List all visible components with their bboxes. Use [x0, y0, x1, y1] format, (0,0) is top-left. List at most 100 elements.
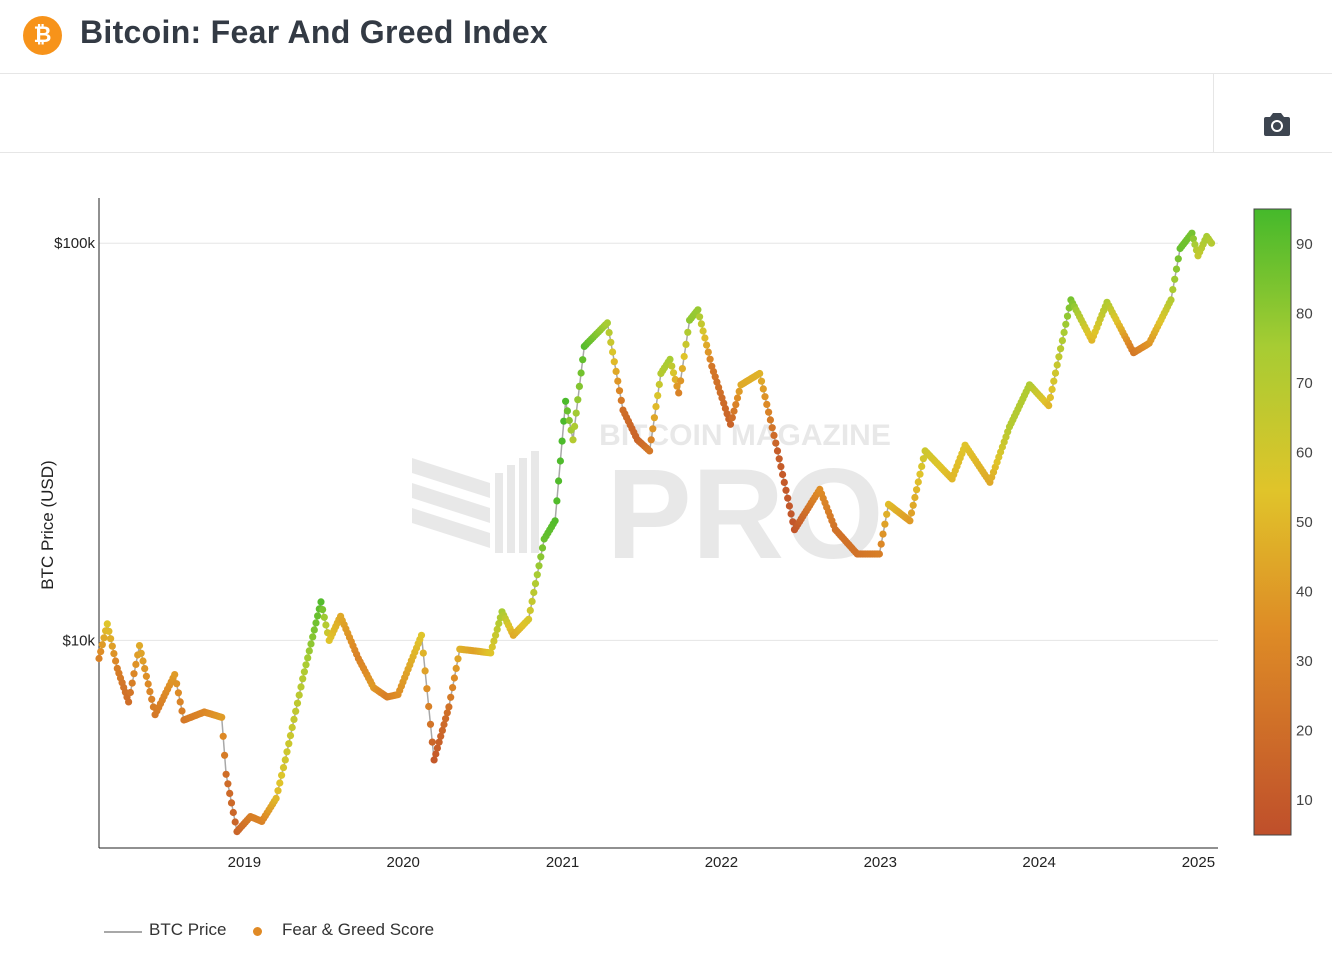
fear-greed-marker [699, 327, 707, 335]
fear-greed-marker [1046, 393, 1054, 402]
fear-greed-marker [146, 688, 154, 696]
fear-greed-marker [425, 702, 433, 711]
fear-greed-marker [1063, 312, 1072, 320]
fear-greed-marker [320, 613, 328, 621]
fear-greed-marker [300, 668, 308, 676]
fear-greed-marker [881, 520, 889, 528]
fear-greed-marker [286, 732, 295, 740]
fear-greed-marker [430, 756, 438, 764]
colorbar-tick-label: 40 [1296, 584, 1313, 601]
fear-greed-marker [488, 643, 496, 651]
fear-greed-marker [775, 455, 783, 463]
fear-greed-marker [668, 362, 676, 370]
fear-greed-marker [768, 424, 776, 432]
fear-greed-marker [433, 744, 441, 752]
camera-icon[interactable] [1258, 108, 1296, 142]
fear-greed-marker [288, 723, 296, 732]
fear-greed-marker [875, 550, 884, 558]
fear-greed-marker [777, 463, 785, 471]
fear-greed-marker [652, 403, 660, 411]
fear-greed-marker [419, 649, 427, 657]
fear-greed-marker [231, 818, 239, 826]
fear-greed-marker [1050, 377, 1058, 385]
fear-greed-marker [297, 683, 305, 691]
fear-greed-marker [1048, 385, 1056, 393]
fear-greed-marker [1051, 369, 1060, 377]
fear-greed-marker [144, 680, 152, 688]
fear-greed-marker [1174, 255, 1182, 263]
watermark-logo: BITCOIN MAGAZINE PRO [412, 419, 891, 586]
y-axis-label: BTC Price (USD) [38, 460, 57, 589]
fear-greed-marker [649, 425, 657, 433]
colorbar: 10 20 30 40 50 60 70 80 90 [1253, 208, 1313, 836]
fear-greed-marker [1062, 320, 1070, 328]
fear-greed-marker [650, 414, 659, 422]
legend-line-swatch [104, 931, 142, 933]
x-tick-label: 2020 [387, 854, 420, 871]
fear-greed-marker [141, 665, 149, 673]
fear-greed-marker [1053, 361, 1061, 369]
fear-greed-marker [732, 401, 740, 409]
fear-greed-marker [426, 720, 435, 728]
fear-greed-marker [526, 606, 534, 614]
fear-greed-marker [130, 670, 138, 678]
fear-greed-marker [558, 437, 566, 445]
fear-greed-marker [302, 661, 310, 669]
x-tick-label: 2025 [1182, 854, 1215, 871]
fear-greed-marker [655, 380, 663, 389]
fear-greed-marker [278, 771, 286, 779]
fear-greed-marker [787, 510, 795, 518]
fear-greed-marker [435, 738, 443, 746]
x-tick-label: 2023 [864, 854, 897, 871]
legend-label-fear-greed: Fear & Greed Score [282, 920, 435, 939]
fear-greed-marker [281, 756, 289, 764]
fear-greed-marker [137, 649, 145, 657]
colorbar-tick-label: 90 [1296, 236, 1313, 253]
fear-greed-marker [680, 352, 688, 361]
fear-greed-marker [438, 726, 446, 735]
fear-greed-marker [226, 789, 234, 798]
fear-greed-marker [1167, 296, 1175, 304]
fear-greed-marker [525, 615, 533, 623]
fear-greed-marker [224, 780, 232, 788]
fear-greed-marker [772, 439, 780, 447]
fear-greed-marker [443, 709, 451, 717]
fear-greed-marker [617, 396, 625, 404]
fear-greed-marker [95, 654, 103, 663]
fear-greed-marker [272, 794, 280, 803]
x-tick-label: 2021 [546, 854, 579, 871]
fear-greed-marker [765, 408, 773, 416]
fear-greed-marker [171, 671, 179, 679]
page-title: Bitcoin: Fear And Greed Index [80, 14, 549, 50]
fear-greed-marker [450, 674, 458, 682]
fear-greed-marker [1191, 240, 1199, 249]
fear-greed-marker [283, 748, 291, 756]
fear-greed-marker [704, 348, 712, 356]
fear-greed-marker [107, 635, 115, 643]
fear-greed-marker [98, 641, 106, 649]
fear-greed-marker [883, 510, 891, 518]
fear-greed-marker [730, 407, 738, 415]
fear-greed-marker [533, 571, 541, 579]
fear-greed-marker [916, 470, 924, 478]
fear-greed-marker [290, 715, 298, 724]
fear-greed-marker [492, 631, 500, 639]
fear-greed-marker [607, 338, 615, 346]
fear-greed-marker [696, 313, 704, 321]
fear-greed-marker [556, 457, 565, 465]
fear-greed-marker [1058, 337, 1066, 345]
fear-greed-marker [726, 420, 735, 428]
fear-greed-marker [757, 377, 766, 385]
fear-greed-marker [914, 478, 922, 486]
fear-greed-marker [647, 436, 655, 444]
fear-greed-marker [445, 703, 453, 711]
fear-greed-marker [178, 707, 186, 715]
fear-greed-marker [428, 738, 436, 746]
fear-greed-marker [684, 328, 692, 336]
x-tick-label: 2024 [1022, 854, 1055, 871]
fear-greed-marker [694, 306, 702, 314]
fear-greed-marker [487, 649, 495, 657]
fear-greed-marker [322, 621, 330, 629]
fear-greed-marker [879, 530, 887, 538]
fear-greed-marker [125, 698, 133, 706]
